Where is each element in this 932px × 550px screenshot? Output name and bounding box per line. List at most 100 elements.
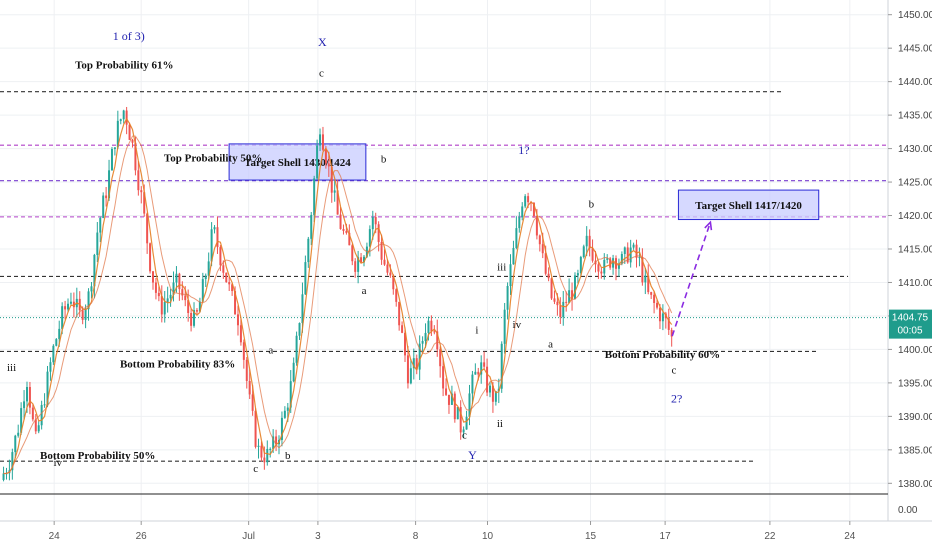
wave-annotation: c bbox=[672, 365, 677, 377]
candle-body bbox=[445, 388, 448, 395]
candle-body bbox=[152, 271, 155, 283]
candle-body bbox=[301, 294, 304, 324]
candle-body bbox=[371, 217, 374, 230]
wave-annotation: b bbox=[381, 154, 387, 166]
candle-body bbox=[386, 264, 389, 273]
candle-body bbox=[617, 263, 620, 269]
candle-body bbox=[562, 301, 565, 318]
candle-body bbox=[213, 227, 216, 230]
candle-body bbox=[58, 328, 61, 340]
price-tick-label: 1450.00 bbox=[898, 10, 932, 21]
candle-body bbox=[222, 265, 225, 273]
ma-slow-line bbox=[3, 135, 673, 474]
candle-body bbox=[336, 190, 339, 215]
candle-body bbox=[204, 275, 207, 280]
candle-body bbox=[518, 217, 521, 229]
candle-body bbox=[453, 393, 456, 420]
candle-body bbox=[333, 190, 336, 193]
projection-arrow bbox=[671, 220, 713, 337]
candle-body bbox=[119, 119, 122, 121]
candle-body bbox=[632, 244, 635, 248]
candle-body bbox=[96, 232, 99, 255]
candle-body bbox=[272, 436, 275, 449]
candle-body bbox=[169, 294, 172, 299]
candle-body bbox=[442, 366, 445, 389]
candle-body bbox=[576, 273, 579, 276]
wave-annotation: iii bbox=[7, 362, 16, 374]
candle-body bbox=[650, 292, 653, 295]
candle-body bbox=[245, 359, 248, 381]
wave-annotation: c bbox=[319, 67, 324, 79]
candle-body bbox=[368, 229, 371, 247]
candle-body bbox=[573, 275, 576, 299]
time-tick-label: 24 bbox=[49, 531, 61, 542]
candle-body bbox=[242, 342, 245, 360]
candle-body bbox=[380, 241, 383, 260]
candle-body bbox=[535, 216, 538, 236]
candle-body bbox=[72, 301, 75, 308]
wave-annotation: b bbox=[285, 450, 291, 462]
candle-body bbox=[108, 170, 111, 199]
candle-body bbox=[582, 246, 585, 258]
candle-body bbox=[465, 416, 468, 430]
candle-body bbox=[427, 320, 430, 333]
candle-body bbox=[398, 301, 401, 326]
time-tick-label: 24 bbox=[844, 531, 856, 542]
price-tick-label: 1380.00 bbox=[898, 479, 932, 490]
candle-body bbox=[298, 323, 301, 336]
wave-annotation: 1 of 3) bbox=[113, 29, 145, 43]
candle-body bbox=[670, 329, 673, 337]
candle-body bbox=[585, 235, 588, 247]
target-shell-label: Target Shell 1430/1424 bbox=[244, 157, 351, 169]
candle-body bbox=[324, 149, 327, 164]
projection-line bbox=[671, 221, 712, 337]
candle-body bbox=[157, 292, 160, 297]
candle-body bbox=[656, 302, 659, 308]
candle-body bbox=[198, 301, 201, 312]
candle-body bbox=[556, 301, 559, 306]
candle-body bbox=[330, 166, 333, 193]
wave-annotation: i bbox=[475, 324, 478, 336]
candle-body bbox=[67, 303, 70, 310]
wave-annotation: ii bbox=[497, 418, 503, 430]
time-tick-label: 8 bbox=[413, 531, 419, 542]
candle-body bbox=[459, 407, 462, 433]
candle-body bbox=[503, 309, 506, 344]
candle-body bbox=[181, 289, 184, 296]
candle-body bbox=[565, 301, 568, 303]
annotations: 1 of 3) Top Probability 61% Xc Top Probabil… bbox=[7, 29, 720, 475]
candle-body bbox=[49, 362, 52, 372]
candle-body bbox=[28, 386, 31, 408]
candle-body bbox=[609, 258, 612, 268]
candle-body bbox=[418, 343, 421, 370]
candle-body bbox=[491, 385, 494, 402]
candle-body bbox=[623, 247, 626, 254]
candle-body bbox=[20, 408, 23, 433]
candle-body bbox=[641, 257, 644, 283]
candle-body bbox=[46, 371, 49, 405]
wave-annotation: X bbox=[318, 35, 327, 49]
wave-annotation: b bbox=[589, 198, 595, 210]
candle-body bbox=[430, 320, 433, 332]
target-boxes[interactable]: Target Shell 1430/1424 Target Shell 1417/… bbox=[228, 143, 820, 221]
candle-body bbox=[210, 229, 213, 262]
candle-body bbox=[620, 253, 623, 264]
candle-body bbox=[544, 253, 547, 274]
candle-body bbox=[527, 196, 530, 203]
candle-body bbox=[571, 290, 574, 299]
price-tick-label: 1440.00 bbox=[898, 77, 932, 88]
candle-body bbox=[175, 273, 178, 283]
candle-body bbox=[81, 310, 84, 320]
price-tick-label: 1390.00 bbox=[898, 412, 932, 423]
wave-annotation: iii bbox=[497, 261, 506, 273]
candle-body bbox=[166, 298, 169, 302]
candle-body bbox=[597, 264, 600, 272]
price-tick-label: 1410.00 bbox=[898, 278, 932, 289]
time-tick-label: 10 bbox=[482, 531, 494, 542]
wave-annotation: Bottom Probability 50% bbox=[40, 450, 155, 462]
price-tick-label: 1385.00 bbox=[898, 445, 932, 456]
candle-body bbox=[474, 371, 477, 375]
candle-body bbox=[207, 261, 210, 276]
candle-body bbox=[43, 404, 46, 406]
